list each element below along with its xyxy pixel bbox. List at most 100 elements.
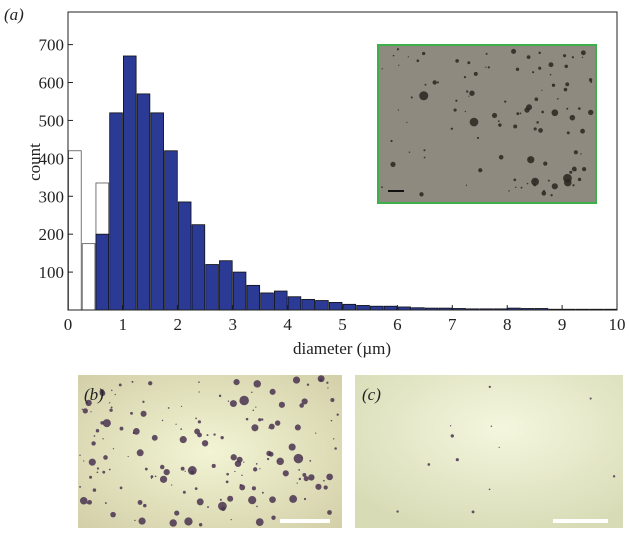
bar [383, 305, 398, 311]
particle [416, 59, 420, 63]
particle [219, 498, 222, 501]
panel-label: (b) [84, 385, 104, 404]
bar [301, 298, 315, 311]
particle [289, 495, 298, 503]
particle [206, 434, 209, 437]
particle [175, 423, 177, 425]
particle [532, 71, 535, 74]
particle [306, 383, 310, 386]
particle [327, 387, 329, 389]
particle [468, 95, 470, 97]
particle [220, 435, 224, 440]
particle [487, 66, 490, 69]
particle [315, 432, 317, 434]
particle [419, 91, 429, 101]
particle [580, 153, 582, 155]
particle [282, 470, 289, 477]
particle [88, 458, 96, 466]
particle [397, 109, 399, 111]
particle [381, 68, 383, 70]
particle [161, 419, 164, 422]
particle [79, 485, 82, 488]
particle [81, 408, 84, 411]
particle [266, 450, 272, 457]
particle [218, 501, 227, 511]
particle [89, 475, 93, 479]
particle [194, 428, 200, 435]
particle [471, 510, 475, 514]
particle [187, 466, 197, 475]
particle [498, 154, 504, 160]
particle [266, 457, 270, 461]
particle [131, 380, 134, 383]
x-tick-label: 10 [609, 315, 626, 334]
particle [140, 410, 147, 417]
particle [87, 499, 92, 505]
particle [557, 98, 559, 100]
particle [531, 177, 540, 186]
particle [491, 112, 498, 119]
particle [102, 470, 106, 474]
particle [92, 488, 97, 492]
particle [303, 497, 307, 501]
bar [328, 302, 343, 311]
particle [571, 166, 577, 172]
particle [455, 59, 459, 63]
x-tick-label: 4 [283, 315, 292, 334]
particle [432, 80, 437, 85]
particle [253, 380, 261, 388]
panel-label: (a) [4, 5, 24, 24]
particle [333, 438, 335, 440]
particle [136, 449, 144, 457]
particle [197, 420, 202, 424]
particle [449, 425, 452, 427]
particle [566, 131, 570, 135]
photo-b [78, 375, 342, 528]
particle [336, 413, 339, 416]
particle [241, 474, 243, 477]
particle [455, 458, 459, 462]
particle [504, 100, 507, 103]
particle [536, 121, 539, 124]
particle [315, 483, 322, 490]
bar [273, 290, 288, 311]
x-axis-title: diameter (µm) [293, 339, 391, 358]
particle [326, 473, 333, 481]
bar [177, 201, 192, 311]
particle [488, 385, 491, 389]
particle [396, 48, 400, 51]
particle [515, 67, 520, 72]
particle [143, 503, 147, 508]
particle [551, 84, 554, 86]
particle [230, 454, 237, 461]
bar [109, 112, 123, 311]
bar [246, 284, 261, 311]
particle [541, 110, 544, 114]
y-tick-label: 500 [39, 111, 65, 130]
bar [191, 224, 206, 311]
bar [260, 292, 274, 311]
particle [421, 51, 426, 56]
particle [490, 425, 493, 427]
particle [572, 184, 575, 187]
particle [573, 150, 578, 155]
particle [174, 510, 180, 516]
particle [588, 78, 593, 82]
particle [198, 381, 200, 383]
particle [577, 177, 582, 182]
bar [150, 112, 164, 311]
y-tick-label: 700 [39, 36, 65, 55]
particle [327, 510, 332, 515]
particle [225, 480, 229, 484]
particle [256, 505, 258, 508]
particle [519, 112, 522, 115]
particle [464, 110, 467, 113]
particle [551, 183, 558, 190]
particle [119, 486, 123, 490]
particle [564, 64, 568, 69]
particle [571, 56, 574, 59]
particle [299, 403, 304, 408]
bar [205, 264, 219, 311]
particle [548, 62, 554, 68]
particle [144, 467, 148, 471]
